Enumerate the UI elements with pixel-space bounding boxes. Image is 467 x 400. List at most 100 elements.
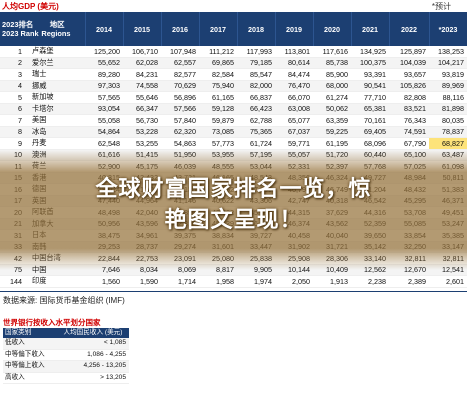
gdp-value-cell: 65,077: [275, 114, 314, 127]
gdp-value-cell: 88,116: [429, 91, 467, 104]
year-header: 2016: [161, 12, 200, 46]
gdp-value-cell: 85,738: [313, 57, 352, 69]
gdp-value-cell: 134,925: [351, 46, 390, 58]
gdp-value-cell: 57,565: [85, 91, 124, 104]
rank-region-header: 2023排名 地区 2023 Rank Regions: [0, 12, 86, 46]
region-header-cn: 地区: [49, 20, 65, 29]
region-cell: 卢森堡: [28, 46, 86, 58]
region-cell: 爱尔兰: [28, 57, 86, 69]
year-header: 2020: [313, 12, 352, 46]
gdp-value-cell: 78,837: [429, 126, 467, 138]
gdp-value-cell: 70,629: [161, 80, 200, 92]
year-header: *2023: [429, 12, 467, 46]
table-row: 144 印度 1,560 1,590 1,714 1,958 1,974 2,050 1,913…: [0, 275, 467, 288]
gdp-value-cell: 57,773: [199, 137, 238, 150]
gdp-value-cell: 63,359: [313, 114, 352, 127]
rank-cell: 3: [0, 68, 28, 81]
gdp-value-cell: 67,790: [389, 137, 430, 150]
rank-cell: 7: [0, 114, 28, 127]
year-header: 2015: [123, 12, 162, 46]
gdp-value-cell: 62,557: [161, 57, 200, 69]
gdp-value-cell: 84,474: [275, 68, 314, 81]
rank-cell: 9: [0, 137, 28, 150]
banner-headline-line1: 全球财富国家排名一览，惊: [95, 177, 372, 202]
table-title: 人均GDP (美元): [2, 2, 59, 11]
gdp-value-cell: 62,320: [161, 126, 200, 138]
gdp-value-cell: 69,405: [351, 126, 390, 138]
gdp-value-cell: 55,646: [123, 91, 162, 104]
gdp-value-cell: 62,548: [85, 137, 124, 150]
gdp-value-cell: 66,347: [123, 103, 162, 115]
gdp-value-cell: 74,591: [389, 126, 430, 138]
gdp-value-cell: 113,801: [275, 46, 314, 58]
gdp-value-cell: 82,000: [237, 80, 276, 92]
gdp-value-cell: 68,096: [351, 137, 390, 150]
gdp-value-cell: 59,225: [313, 126, 352, 138]
gdp-value-cell: 57,840: [161, 114, 200, 127]
gdp-value-cell: 82,577: [161, 68, 200, 81]
income-range: < 1,085: [103, 339, 126, 346]
gdp-value-cell: 1,974: [237, 275, 276, 288]
gdp-value-cell: 1,714: [161, 275, 200, 288]
gdp-value-cell: 69,865: [199, 57, 238, 69]
gdp-value-cell: 55,058: [85, 114, 124, 127]
gdp-value-cell: 62,788: [237, 114, 276, 127]
region-cell: 丹麦: [28, 137, 86, 150]
income-range: 4,256 - 13,205: [83, 362, 126, 369]
gdp-value-cell: 85,900: [313, 68, 352, 81]
region-cell: 挪威: [28, 80, 86, 92]
table-row: 3 瑞士 89,280 84,231 82,577 82,584 85,547 84,474 8…: [0, 68, 467, 81]
gdp-value-cell: 104,217: [429, 57, 467, 69]
gdp-value-cell: 59,879: [199, 114, 238, 127]
rank-cell: 4: [0, 80, 28, 92]
gdp-value-cell: 59,128: [199, 103, 238, 115]
worldbank-title: 世界银行按收入水平划分国家: [3, 318, 129, 328]
banner-overlay: [0, 150, 467, 270]
gdp-value-cell: 75,365: [237, 126, 276, 138]
region-cell: 新加坡: [28, 91, 86, 104]
income-category: 中等偏下收入: [5, 350, 45, 358]
gdp-value-cell: 89,280: [85, 68, 124, 81]
gdp-value-cell: 73,085: [199, 126, 238, 138]
year-header: 2014: [85, 12, 124, 46]
worldbank-header: 国家类别 人均国民收入 (美元): [3, 328, 129, 338]
rank-cell: 2: [0, 57, 28, 69]
gdp-value-cell: 125,200: [85, 46, 124, 58]
worldbank-table: 世界银行按收入水平划分国家 国家类别 人均国民收入 (美元) 低收入 < 1,0…: [3, 318, 129, 384]
region-cell: 美国: [28, 114, 86, 127]
gdp-value-cell: 82,808: [389, 91, 430, 104]
worldbank-rows: 低收入 < 1,085 中等偏下收入 1,086 - 4,255 中等偏上收入 …: [3, 338, 129, 384]
gdp-value-cell: 2,238: [351, 275, 390, 288]
table-row: 2 爱尔兰 55,652 62,028 62,557 69,865 79,185 80,614…: [0, 57, 467, 69]
income-range: > 13,205: [100, 373, 126, 381]
income-category: 高收入: [5, 373, 25, 381]
rank-cell: 6: [0, 103, 28, 115]
gdp-value-cell: 105,826: [389, 80, 430, 92]
worldbank-head-category: 国家类别: [5, 329, 32, 336]
gdp-value-cell: 81,898: [429, 103, 467, 115]
year-header: 2021: [351, 12, 390, 46]
gdp-value-cell: 53,228: [123, 126, 162, 138]
worldbank-row: 低收入 < 1,085: [3, 338, 129, 350]
gdp-value-cell: 97,303: [85, 80, 124, 92]
gdp-value-cell: 104,039: [389, 57, 430, 69]
income-category: 中等偏上收入: [5, 362, 45, 369]
gdp-value-cell: 54,863: [161, 137, 200, 150]
gdp-value-cell: 1,958: [199, 275, 238, 288]
gdp-value-cell: 53,255: [123, 137, 162, 150]
gdp-value-cell: 100,375: [351, 57, 390, 69]
data-source: 数据来源: 国际货币基金组织 (IMF): [3, 296, 125, 305]
gdp-value-cell: 83,521: [389, 103, 430, 115]
gdp-value-cell: 70,161: [351, 114, 390, 127]
gdp-value-cell: 61,724: [237, 137, 276, 150]
worldbank-row: 中等偏下收入 1,086 - 4,255: [3, 350, 129, 361]
year-header: 2017: [199, 12, 238, 46]
divider: [0, 291, 467, 292]
table-row: 6 卡塔尔 93,054 66,347 57,566 59,128 66,423 63,008…: [0, 103, 467, 115]
income-category: 低收入: [5, 339, 25, 346]
gdp-value-cell: 77,710: [351, 91, 390, 104]
gdp-value-cell: 61,195: [313, 137, 352, 150]
banner-headline-line2: 艳图文呈现！: [164, 208, 303, 233]
gdp-value-cell: 93,819: [429, 68, 467, 81]
